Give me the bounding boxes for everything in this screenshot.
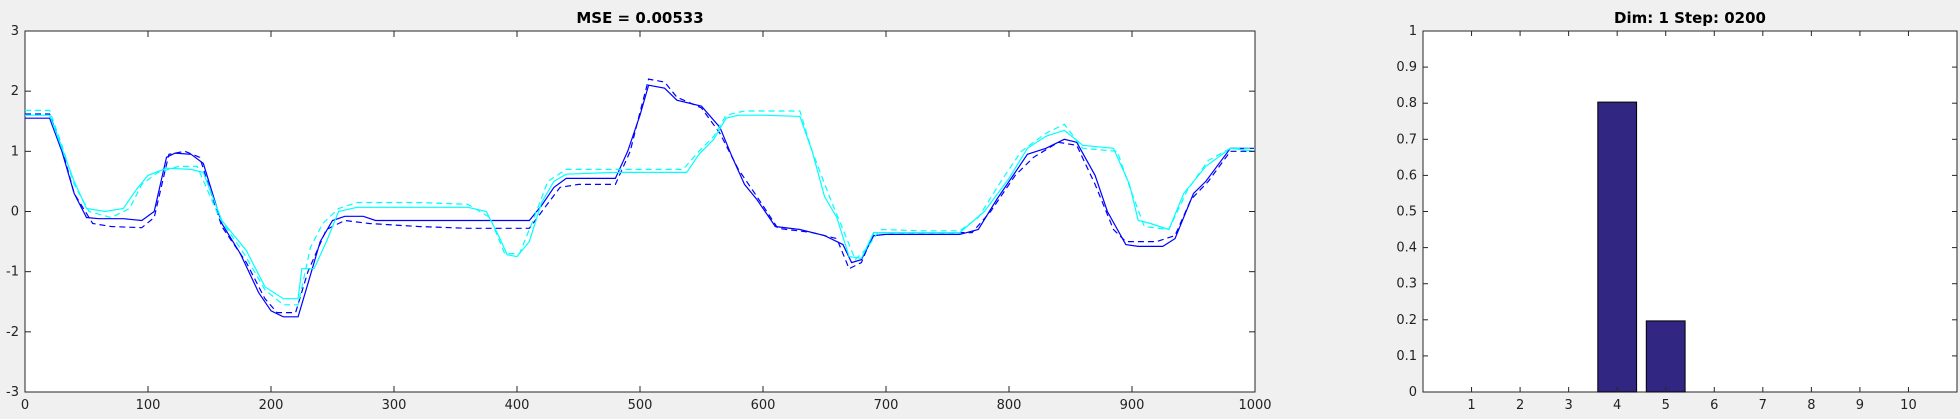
line-chart-series-group	[25, 78, 1256, 318]
bar-chart-title: Dim: 1 Step: 0200	[1614, 9, 1766, 27]
bar-5	[1645, 320, 1686, 393]
x-tick-label: 1	[1467, 398, 1475, 413]
x-tick-label: 400	[505, 398, 530, 413]
x-tick-label: 500	[628, 398, 653, 413]
line-chart-title: MSE = 0.00533	[576, 9, 703, 27]
line-chart-ticks: 0 100 200 300 400 500 600 700 800 900 1000 -3 -2 -1 0 1…	[6, 24, 1272, 413]
y-tick-label: 0.9	[1396, 60, 1417, 75]
x-tick-label: 6	[1710, 398, 1718, 413]
line-series-4	[25, 109, 1255, 306]
line-series-1	[25, 84, 1255, 318]
y-tick-label: 0.1	[1396, 349, 1417, 364]
y-tick-label: 3	[11, 24, 19, 39]
y-tick-label: 0.6	[1396, 168, 1417, 183]
x-tick-label: 10	[1900, 398, 1917, 413]
x-tick-label: 7	[1759, 398, 1767, 413]
x-tick-label: 900	[1120, 398, 1145, 413]
y-tick-label: 0	[1409, 385, 1417, 400]
x-tick-label: 0	[21, 398, 29, 413]
line-series-2	[25, 78, 1255, 314]
bar-chart: Dim: 1 Step: 0200 1 2 3 4 5 6 7 8 9 10 0 0.1 0.2 0.3 0…	[1396, 9, 1958, 413]
x-tick-label: 8	[1807, 398, 1815, 413]
y-tick-label: 0	[11, 205, 19, 220]
y-tick-label: -1	[6, 265, 19, 280]
y-tick-label: 0.7	[1396, 132, 1417, 147]
bar-4	[1597, 101, 1638, 393]
y-tick-label: -2	[6, 325, 19, 340]
x-tick-label: 2	[1516, 398, 1524, 413]
y-tick-label: 1	[1409, 24, 1417, 39]
x-tick-label: 700	[874, 398, 899, 413]
line-chart-plot-area	[24, 30, 1256, 393]
x-tick-label: 9	[1856, 398, 1864, 413]
x-tick-label: 300	[382, 398, 407, 413]
y-tick-label: 0.4	[1396, 241, 1417, 256]
y-tick-label: 0.3	[1396, 277, 1417, 292]
x-tick-label: 5	[1662, 398, 1670, 413]
x-tick-label: 1000	[1238, 398, 1271, 413]
x-tick-label: 100	[136, 398, 161, 413]
y-tick-label: -3	[6, 385, 19, 400]
line-series-3	[25, 114, 1256, 300]
x-tick-label: 3	[1564, 398, 1572, 413]
bar-chart-bars-group	[1597, 101, 1686, 393]
x-tick-label: 4	[1613, 398, 1621, 413]
y-tick-label: 0.8	[1396, 96, 1417, 111]
x-tick-label: 800	[997, 398, 1022, 413]
bar-chart-plot-area	[1422, 30, 1958, 393]
bar-chart-ticks: 1 2 3 4 5 6 7 8 9 10 0 0.1 0.2 0.3 0.4 0.5 0.6 0.7 0.8 0.9 1	[1396, 24, 1957, 413]
y-tick-label: 1	[11, 144, 19, 159]
y-tick-label: 0.2	[1396, 313, 1417, 328]
line-chart: MSE = 0.00533 0 100 200 300 400 500 600 700 800 9…	[6, 9, 1272, 413]
x-tick-label: 200	[259, 398, 284, 413]
x-tick-label: 600	[751, 398, 776, 413]
y-tick-label: 2	[11, 84, 19, 99]
y-tick-label: 0.5	[1396, 205, 1417, 220]
